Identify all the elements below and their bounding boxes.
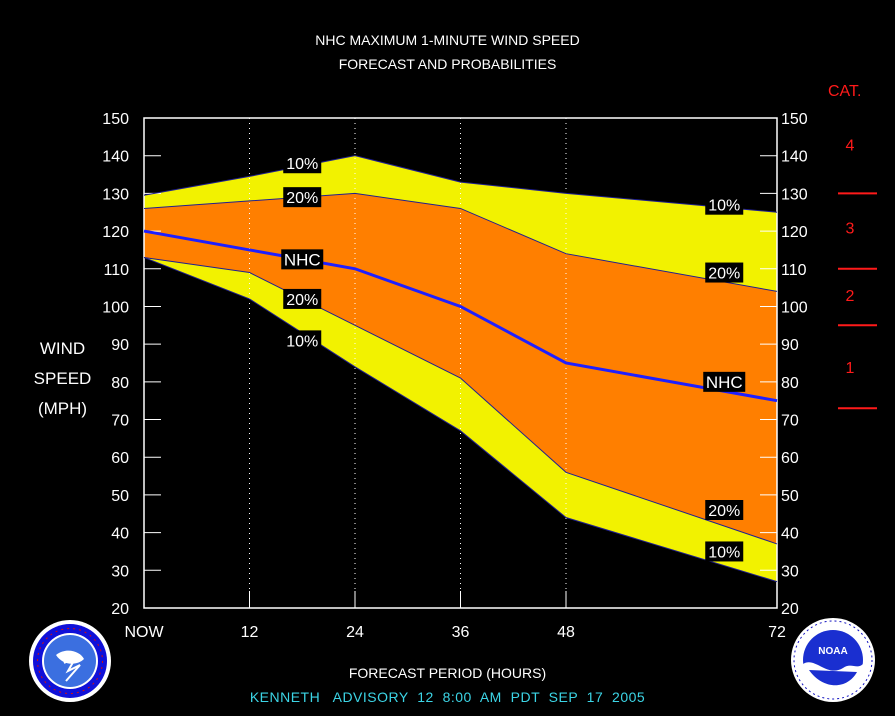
y-tick-label-right: 40 [781, 526, 799, 543]
x-tick-label: 48 [557, 624, 575, 641]
series-label-box [703, 371, 746, 392]
probability-line [143, 256, 778, 583]
category-label: 3 [846, 220, 855, 237]
series-label-box [283, 187, 322, 208]
y-tick-label-left: 90 [111, 337, 129, 354]
y-tick-label-left: 100 [102, 299, 129, 316]
series-label-box [705, 194, 744, 215]
y-tick-label-right: 140 [781, 149, 808, 166]
y-tick-label-left: 140 [102, 149, 129, 166]
x-tick-label: NOW [124, 624, 164, 641]
series-label: 20% [708, 266, 740, 283]
series-label-box [705, 500, 744, 520]
series-label: 10% [286, 156, 318, 173]
y-tick-label-left: 110 [103, 262, 129, 279]
series-label-box [281, 249, 324, 270]
y-tick-label-left: 40 [111, 526, 129, 543]
category-header: CAT. [828, 83, 862, 100]
y-tick-label-left: 20 [111, 601, 129, 618]
y-tick-label-left: 50 [111, 488, 129, 505]
advisory-info: KENNETH ADVISORY 12 8:00 AM PDT SEP 17 2… [249, 689, 646, 705]
category-scale: 4 3 2 1 [838, 137, 877, 410]
series-label: NHC [284, 250, 321, 269]
y-tick-label-right: 100 [781, 299, 808, 316]
series-label: 20% [286, 292, 318, 309]
y-tick-label-left: 60 [111, 450, 129, 467]
x-tick-label: 72 [768, 624, 786, 641]
y-tick-label-left: 80 [111, 375, 129, 392]
series-label-box [283, 153, 322, 174]
category-label: 2 [846, 288, 855, 305]
y-tick-label-right: 60 [781, 450, 799, 467]
probability-line [143, 192, 778, 292]
y-tick-label-left: 120 [102, 224, 129, 241]
series-label-box [705, 541, 744, 562]
x-tick-label: 24 [346, 624, 364, 641]
series-label-box [283, 288, 322, 309]
x-tick-label: 36 [452, 624, 470, 641]
series-label-box [283, 330, 322, 351]
y-tick-label-left: 150 [102, 111, 129, 128]
series-label-box [705, 262, 744, 283]
y-tick-label-left: 30 [111, 563, 129, 580]
y-tick-label-right: 150 [781, 111, 808, 128]
series-label: 20% [708, 503, 740, 520]
y-tick-label-right: 70 [781, 413, 799, 430]
chart-title-line2: FORECAST AND PROBABILITIES [338, 56, 557, 72]
y-axis-label-line2: SPEED [33, 369, 92, 388]
y-tick-label-right: 50 [781, 488, 799, 505]
y-tick-label-right: 110 [781, 262, 807, 279]
series-label: 20% [286, 190, 318, 207]
category-label: 4 [846, 137, 855, 154]
series-labels: 10% 20% NHC 20% 10% 10% 20% NHC 20% 10% [281, 153, 746, 562]
y-axis-label-line1: WIND [39, 339, 86, 358]
series-label: 10% [708, 198, 740, 215]
y-tick-label-left: 70 [111, 413, 129, 430]
category-label: 1 [846, 360, 855, 377]
x-axis-label: FORECAST PERIOD (HOURS) [348, 665, 547, 681]
chart-title-line1: NHC MAXIMUM 1-MINUTE WIND SPEED [315, 32, 580, 48]
y-tick-label-right: 20 [781, 601, 799, 618]
y-tick-label-right: 120 [781, 224, 808, 241]
nhc-forecast-line [143, 229, 778, 403]
y-tick-label-right: 90 [781, 337, 799, 354]
nws-logo [29, 620, 111, 702]
x-tick-label: 12 [241, 624, 259, 641]
noaa-logo: NOAA [791, 618, 875, 702]
series-label: 10% [286, 333, 318, 350]
y-tick-label-right: 30 [781, 563, 799, 580]
probability-line [143, 256, 778, 545]
series-label: 10% [708, 544, 740, 561]
y-tick-label-right: 130 [781, 186, 808, 203]
series-label: NHC [706, 373, 743, 392]
probability-line [143, 155, 778, 213]
y-axis-label-line3: (MPH) [37, 399, 88, 418]
y-tick-label-right: 80 [781, 375, 799, 392]
forecast-lines [143, 155, 778, 583]
axis-ticks: 20 20 30 30 40 40 50 50 60 60 70 70 80 80 90 90 100 100 11… [102, 111, 808, 641]
noaa-logo-text: NOAA [818, 646, 847, 657]
y-tick-label-left: 130 [102, 186, 129, 203]
